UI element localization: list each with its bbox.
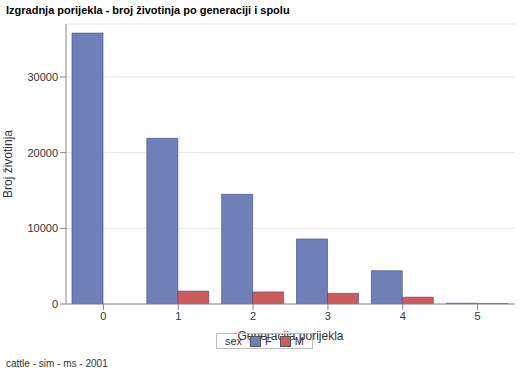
- html-text:cattle - sim - ms - 2001: cattle - sim - ms - 2001: [6, 358, 108, 369]
- svg-text:2: 2: [250, 310, 256, 322]
- html-text:M: M: [294, 335, 304, 347]
- svg-text:3: 3: [325, 310, 331, 322]
- svg-text:10000: 10000: [27, 222, 58, 234]
- html-text:Izgradnja porijekla - broj živ: Izgradnja porijekla - broj životinja po …: [6, 4, 290, 16]
- svg-text:5: 5: [475, 310, 481, 322]
- svg-text:Broj životinja: Broj životinja: [8, 130, 15, 198]
- svg-text:0: 0: [52, 298, 58, 310]
- svg-text:4: 4: [400, 310, 406, 322]
- html-text:sex: sex: [225, 335, 243, 347]
- svg-text:30000: 30000: [27, 71, 58, 83]
- svg-text:1: 1: [175, 310, 181, 322]
- html-text:F: F: [265, 335, 272, 347]
- svg-text:20000: 20000: [27, 147, 58, 159]
- svg-text:0: 0: [100, 310, 106, 322]
